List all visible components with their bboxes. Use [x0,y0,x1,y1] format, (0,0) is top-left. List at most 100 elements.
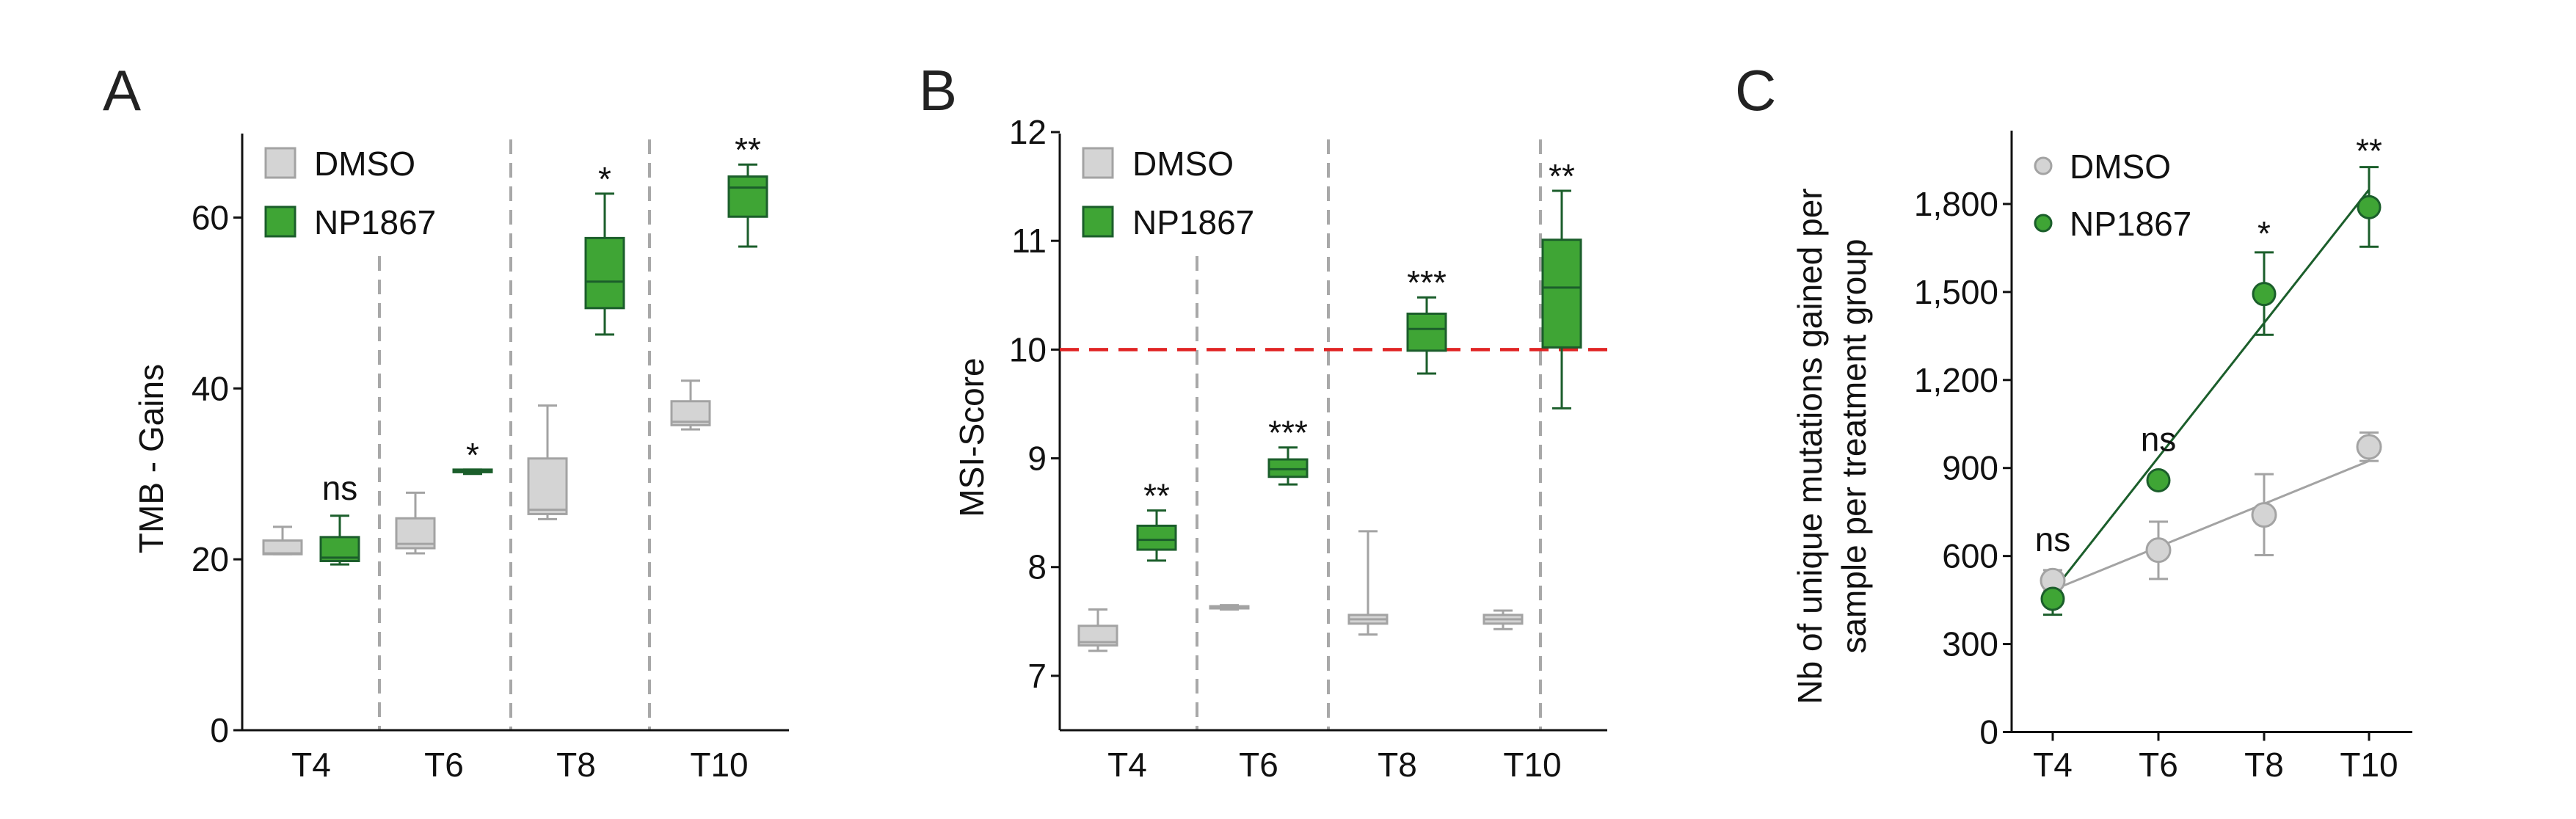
x-tick-label: T6 [1239,746,1278,784]
y-tick-label: 1,200 [1914,361,1998,399]
x-tick-label: T6 [424,746,464,784]
x-tick-label: T8 [556,746,596,784]
box-np1867-t4 [1136,509,1177,562]
y-tick-label: 300 [1942,625,1998,663]
significance-label: ns [322,469,358,507]
panel-a: A 0 20 40 60 T4 T6 T8 T10 TMB - Gains DMSO NP1867 ns… [103,58,789,784]
box-body [1136,524,1177,551]
significance-label: ns [2035,520,2071,558]
data-point [2145,537,2172,564]
panel-b: B 7 8 9 10 11 12 T4 T6 T8 T10 MSI-Score DMSO NP1867 **… [919,58,1607,784]
box-dmso-t8 [527,404,568,520]
significance-label: ns [2141,421,2177,459]
y-tick-label: 11 [1011,222,1047,260]
y-tick-label: 0 [210,711,229,749]
y-axis-title: sample per treatment group [1835,239,1873,653]
box-body [527,457,568,515]
y-axis-title: MSI-Score [953,357,991,517]
x-tick-label: T8 [2244,746,2284,784]
x-tick-label: T6 [2139,746,2178,784]
x-tick-label: T10 [2340,746,2398,784]
legend-marker-np1867 [2034,214,2053,233]
box-dmso-t4 [1077,608,1118,652]
legend-label: DMSO [314,145,415,183]
box-body [1406,312,1447,352]
data-point [2356,434,2382,460]
box-np1867-t6 [1267,446,1309,486]
legend-label: NP1867 [314,203,436,241]
box-body [584,236,625,310]
box-np1867-t6 [452,468,493,476]
box-dmso-t4 [262,525,303,556]
fit-line-dmso [2052,459,2370,592]
significance-label: ** [1143,477,1170,515]
x-tick-label: T4 [1107,746,1147,784]
y-axis-title: TMB - Gains [132,364,170,553]
legend-swatch-np1867 [264,205,296,238]
legend-label: DMSO [1132,145,1234,183]
significance-label: ** [2356,132,2382,170]
y-tick-label: 60 [192,198,229,236]
data-point [2251,502,2277,528]
point-np1867-t10 [2357,166,2382,248]
box-dmso-t10 [1482,609,1524,630]
box-np1867-t10 [727,163,768,248]
data-point [2252,282,2277,307]
data-point [2040,586,2065,611]
y-tick-label: 0 [1979,713,1998,751]
significance-label: * [466,436,479,474]
panel-letter: C [1735,58,1776,123]
box-np1867-t8 [1406,296,1447,375]
y-tick-label: 600 [1942,537,1998,575]
significance-label: * [2257,214,2271,252]
point-dmso-t6 [2145,520,2172,580]
box-dmso-t6 [395,491,436,555]
legend-swatch-np1867 [1082,205,1114,238]
y-tick-label: 7 [1027,657,1047,695]
box-dmso-t10 [670,379,711,431]
y-tick-label: 900 [1942,449,1998,487]
x-tick-label: T4 [2033,746,2073,784]
legend-marker-dmso [2034,156,2053,175]
significance-label: ** [1549,157,1575,195]
point-dmso-t10 [2356,431,2382,462]
point-np1867-t8 [2252,251,2277,336]
y-tick-label: 1,500 [1914,273,1998,311]
legend-label: NP1867 [2070,205,2191,243]
y-tick-label: 9 [1027,440,1047,478]
fit-line-np1867 [2051,189,2371,592]
legend-swatch-dmso [264,147,296,179]
x-tick-label: T10 [690,746,748,784]
y-tick-label: 1,800 [1914,185,1998,223]
y-tick-label: 40 [192,369,229,407]
y-tick-label: 20 [192,540,229,578]
significance-label: *** [1407,263,1447,302]
box-body [262,539,303,556]
significance-label: ** [735,131,761,169]
y-tick-label: 10 [1009,330,1047,368]
point-dmso-t8 [2251,473,2277,556]
box-body [1541,239,1582,349]
significance-label: * [598,160,611,198]
box-np1867-t10 [1541,189,1582,410]
point-np1867-t6 [2146,468,2171,493]
x-tick-label: T4 [291,746,331,784]
box-dmso-t8 [1347,530,1389,636]
legend-swatch-dmso [1082,147,1114,179]
y-tick-label: 12 [1009,113,1047,151]
x-tick-label: T10 [1503,746,1561,784]
box-dmso-t6 [1209,604,1250,611]
panel-letter: B [919,58,957,123]
box-body [727,175,768,218]
legend-label: DMSO [2070,148,2171,186]
panel-letter: A [103,58,141,123]
x-tick-label: T8 [1378,746,1417,784]
y-tick-label: 8 [1027,548,1047,586]
significance-label: *** [1268,414,1308,452]
legend-label: NP1867 [1132,203,1254,241]
data-point [2357,194,2382,219]
box-np1867-t8 [584,192,625,336]
y-axis-title: Nb of unique mutations gained per [1791,188,1829,704]
point-np1867-t4 [2040,586,2065,616]
